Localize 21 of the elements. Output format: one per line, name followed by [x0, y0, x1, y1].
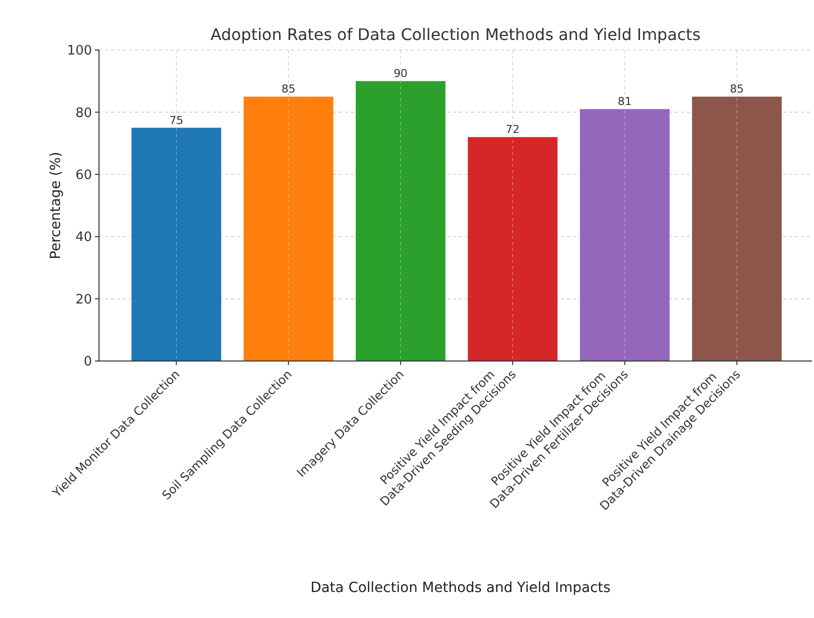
y-axis-title: Percentage (%): [48, 152, 64, 260]
data-label: 81: [618, 95, 632, 108]
bar: [356, 81, 446, 361]
bar: [244, 96, 334, 361]
data-label: 90: [394, 67, 408, 80]
bar: [692, 96, 782, 361]
y-tick-label: 100: [67, 44, 92, 59]
data-label: 75: [169, 114, 184, 127]
data-label: 85: [730, 82, 744, 96]
y-tick-label: 80: [75, 106, 92, 121]
y-tick-label: 60: [75, 168, 92, 183]
y-tick-label: 20: [75, 292, 92, 308]
bar: [468, 137, 558, 361]
x-axis-title: Data Collection Methods and Yield Impacts: [310, 580, 611, 596]
data-label: 85: [281, 82, 296, 96]
bar: [132, 128, 222, 361]
y-tick-label: 0: [84, 354, 92, 370]
chart-title: Adoption Rates of Data Collection Methods and Yield Impacts: [210, 25, 701, 44]
data-label: 72: [506, 123, 520, 136]
bar: [580, 109, 670, 361]
y-tick-label: 40: [75, 230, 92, 246]
